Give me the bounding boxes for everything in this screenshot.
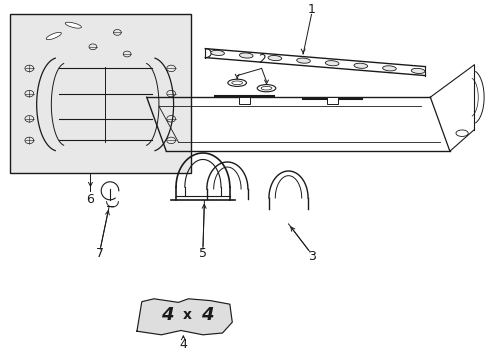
Bar — [238, 97, 250, 104]
Text: 4: 4 — [179, 338, 187, 351]
Text: 4: 4 — [161, 306, 174, 324]
Ellipse shape — [455, 130, 468, 136]
Ellipse shape — [210, 50, 224, 55]
Ellipse shape — [267, 55, 281, 60]
Ellipse shape — [46, 32, 61, 40]
Ellipse shape — [325, 60, 338, 66]
Text: 4: 4 — [200, 306, 213, 324]
Ellipse shape — [410, 68, 424, 73]
Text: 3: 3 — [307, 250, 315, 263]
Ellipse shape — [353, 63, 367, 68]
Text: 5: 5 — [199, 247, 206, 260]
Ellipse shape — [296, 58, 310, 63]
Ellipse shape — [239, 53, 253, 58]
Text: 1: 1 — [307, 3, 315, 15]
Text: 6: 6 — [86, 193, 94, 206]
Polygon shape — [137, 299, 232, 335]
Bar — [326, 97, 338, 104]
Ellipse shape — [231, 81, 242, 85]
Text: 7: 7 — [96, 247, 104, 260]
Ellipse shape — [257, 85, 275, 92]
Ellipse shape — [261, 86, 271, 90]
Ellipse shape — [382, 66, 395, 71]
Text: 2: 2 — [257, 53, 265, 66]
Ellipse shape — [65, 22, 81, 28]
Text: x: x — [183, 309, 191, 322]
Ellipse shape — [227, 79, 246, 86]
Bar — [10, 14, 190, 173]
